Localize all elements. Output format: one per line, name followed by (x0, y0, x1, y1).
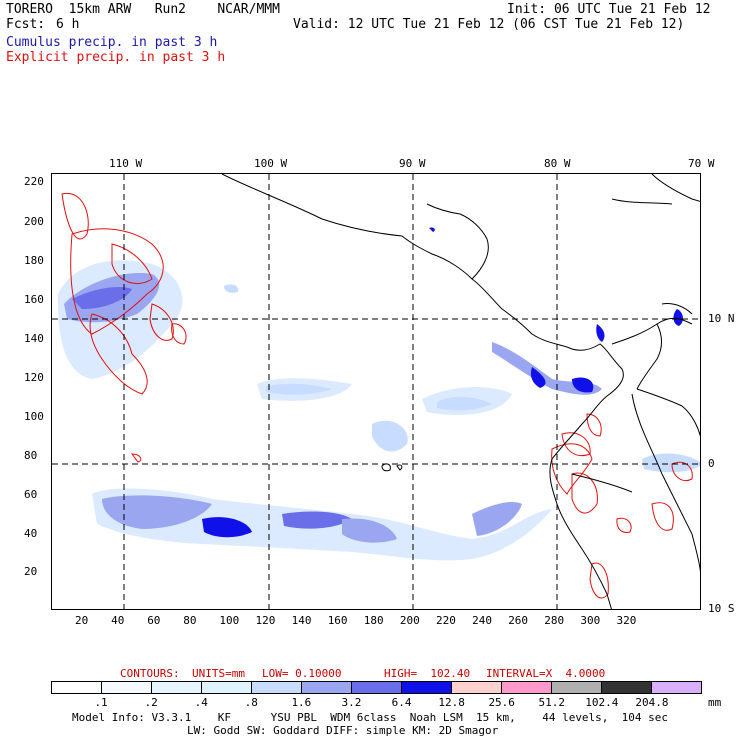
x-tick-label: 320 (616, 614, 637, 627)
colorbar-cell (452, 682, 502, 693)
y-tick-label: 40 (24, 527, 38, 540)
x-tick-label: 200 (399, 614, 420, 627)
y-tick-label: 20 (24, 565, 38, 578)
lon-label-70w: 70 W (688, 157, 715, 170)
colorbar-level-label: 6.4 (391, 696, 412, 709)
colorbar-level-label: 1.6 (291, 696, 312, 709)
colorbar-cell (602, 682, 652, 693)
x-tick-label: 60 (147, 614, 161, 627)
contours-label: CONTOURS: (120, 667, 180, 680)
colorbar-cell (402, 682, 452, 693)
colorbar-cell (152, 682, 202, 693)
lon-label-80w: 80 W (544, 157, 571, 170)
colorbar-cell (102, 682, 152, 693)
y-tick-label: 100 (24, 410, 44, 423)
x-tick-label: 300 (580, 614, 601, 627)
x-tick-label: 100 (219, 614, 240, 627)
y-tick-label: 60 (24, 488, 38, 501)
contours-units: UNITS=mm (192, 667, 245, 680)
colorbar-cell (252, 682, 302, 693)
y-tick-label: 180 (24, 254, 44, 267)
x-tick-label: 180 (363, 614, 384, 627)
latlon-grid (52, 174, 700, 609)
x-tick-label: 120 (255, 614, 276, 627)
colorbar-level-label: 25.6 (488, 696, 515, 709)
lat-label-0: 0 (708, 457, 715, 470)
y-tick-label: 160 (24, 293, 44, 306)
colorbar-level-label: 3.2 (341, 696, 362, 709)
x-tick-label: 260 (508, 614, 529, 627)
colorbar-cell (302, 682, 352, 693)
contours-high: HIGH= 102.40 (384, 667, 471, 680)
colorbar-level-label: .1 (94, 696, 108, 709)
x-tick-label: 220 (436, 614, 456, 627)
fcst-value: 6 h (56, 17, 80, 32)
model-title: TORERO 15km ARW Run2 NCAR/MMM (6, 2, 280, 17)
colorbar-level-label: 12.8 (438, 696, 465, 709)
y-tick-label: 80 (24, 449, 38, 462)
lon-label-90w: 90 W (399, 157, 426, 170)
model-info: Model Info: V3.3.1 KF YSU PBL WDM 6class… (72, 711, 669, 724)
init-time: Init: 06 UTC Tue 21 Feb 12 (507, 2, 711, 17)
y-tick-label: 200 (24, 215, 44, 228)
colorbar-unit: mm (708, 696, 722, 709)
x-tick-label: 40 (111, 614, 125, 627)
valid-time: Valid: 12 UTC Tue 21 Feb 12 (06 CST Tue … (293, 17, 685, 32)
fcst-label: Fcst: (6, 17, 46, 32)
coastlines (221, 174, 700, 609)
x-tick-label: 80 (183, 614, 197, 627)
lat-label-10s: 10 S (708, 602, 735, 615)
contours-interval: INTERVAL=X 4.0000 (486, 667, 606, 680)
x-tick-label: 280 (544, 614, 565, 627)
y-tick-label: 120 (24, 371, 44, 384)
colorbar-level-label: 51.2 (538, 696, 566, 709)
colorbar-level-label: .2 (144, 696, 158, 709)
colorbar-level-label: 102.4 (585, 696, 619, 709)
cumulus-precip-shading (57, 227, 700, 561)
legend-explicit: Explicit precip. in past 3 h (6, 50, 226, 65)
x-tick-label: 240 (472, 614, 492, 627)
model-physics: LW: Godd SW: Goddard DIFF: simple KM: 2D… (187, 724, 499, 737)
colorbar (51, 681, 702, 694)
map-panel (51, 173, 701, 610)
precip-map (52, 174, 700, 609)
colorbar-cell (652, 682, 701, 693)
colorbar-cell (552, 682, 602, 693)
y-tick-label: 220 (24, 175, 44, 188)
x-tick-label: 140 (291, 614, 312, 627)
colorbar-cell (502, 682, 552, 693)
x-tick-label: 160 (327, 614, 348, 627)
lat-label-10n: 10 N (708, 312, 735, 325)
colorbar-cell (202, 682, 252, 693)
explicit-precip-contours (61, 192, 693, 599)
contours-low: LOW= 0.10000 (262, 667, 342, 680)
legend-cumulus: Cumulus precip. in past 3 h (6, 35, 218, 50)
colorbar-level-label: .4 (194, 696, 208, 709)
colorbar-level-label: 204.8 (635, 696, 669, 709)
lon-label-100w: 100 W (254, 157, 288, 170)
x-tick-label: 20 (75, 614, 89, 627)
y-tick-label: 140 (24, 332, 44, 345)
colorbar-level-label: .8 (244, 696, 258, 709)
colorbar-cell (352, 682, 402, 693)
lon-label-110w: 110 W (109, 157, 143, 170)
colorbar-cell (52, 682, 102, 693)
